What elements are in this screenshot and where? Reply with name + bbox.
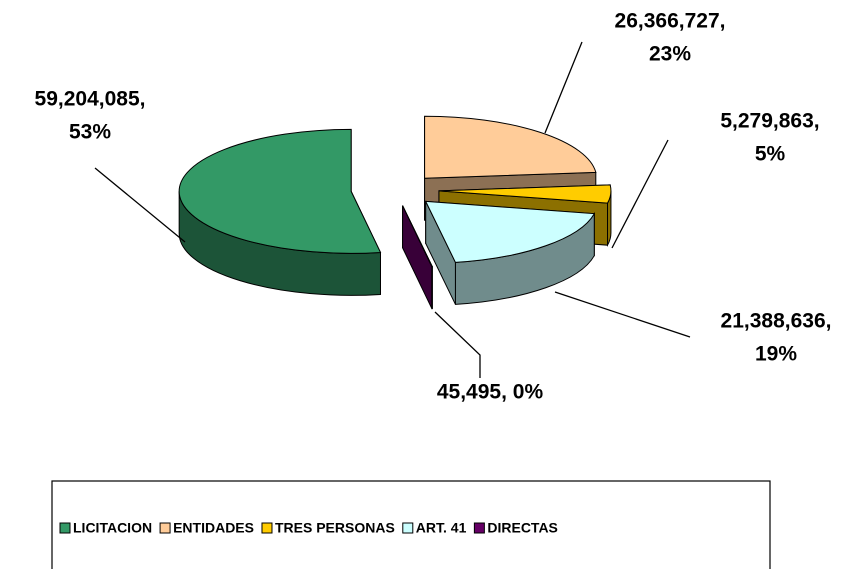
legend-label: TRES PERSONAS — [275, 520, 395, 536]
legend-swatch — [59, 522, 71, 534]
slice-top — [424, 200, 596, 263]
legend-label: DIRECTAS — [487, 520, 558, 536]
slice-top — [402, 205, 434, 268]
leader-line — [94, 167, 186, 243]
leader-line — [554, 291, 691, 338]
leader-line — [434, 311, 481, 378]
legend-swatch — [402, 522, 414, 534]
legend-swatch — [159, 522, 171, 534]
legend-label: LICITACION — [73, 520, 152, 536]
data-label: 26,366,727, — [615, 10, 726, 33]
data-label: 19% — [755, 343, 797, 366]
slice — [402, 205, 434, 310]
leader-line — [611, 139, 669, 249]
data-label: 45,495, 0% — [437, 381, 544, 404]
data-label: 53% — [69, 121, 111, 144]
data-label: 5,279,863, — [720, 110, 819, 133]
legend-label: ENTIDADES — [173, 520, 254, 536]
legend-swatch — [261, 522, 273, 534]
data-label: 23% — [649, 43, 691, 66]
legend-swatch — [473, 522, 485, 534]
legend-label: ART. 41 — [416, 520, 467, 536]
slice-top — [438, 184, 612, 204]
leader-line — [544, 41, 583, 134]
slice-top — [424, 115, 597, 179]
slice — [178, 128, 382, 296]
slice — [424, 200, 596, 305]
data-label: 21,388,636, — [721, 310, 832, 333]
slice-top — [178, 128, 382, 254]
data-label: 59,204,085, — [35, 88, 146, 111]
data-label: 5% — [755, 143, 786, 166]
